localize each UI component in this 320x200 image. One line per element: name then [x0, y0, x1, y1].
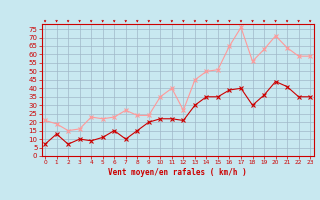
X-axis label: Vent moyen/en rafales ( km/h ): Vent moyen/en rafales ( km/h ) — [108, 168, 247, 177]
